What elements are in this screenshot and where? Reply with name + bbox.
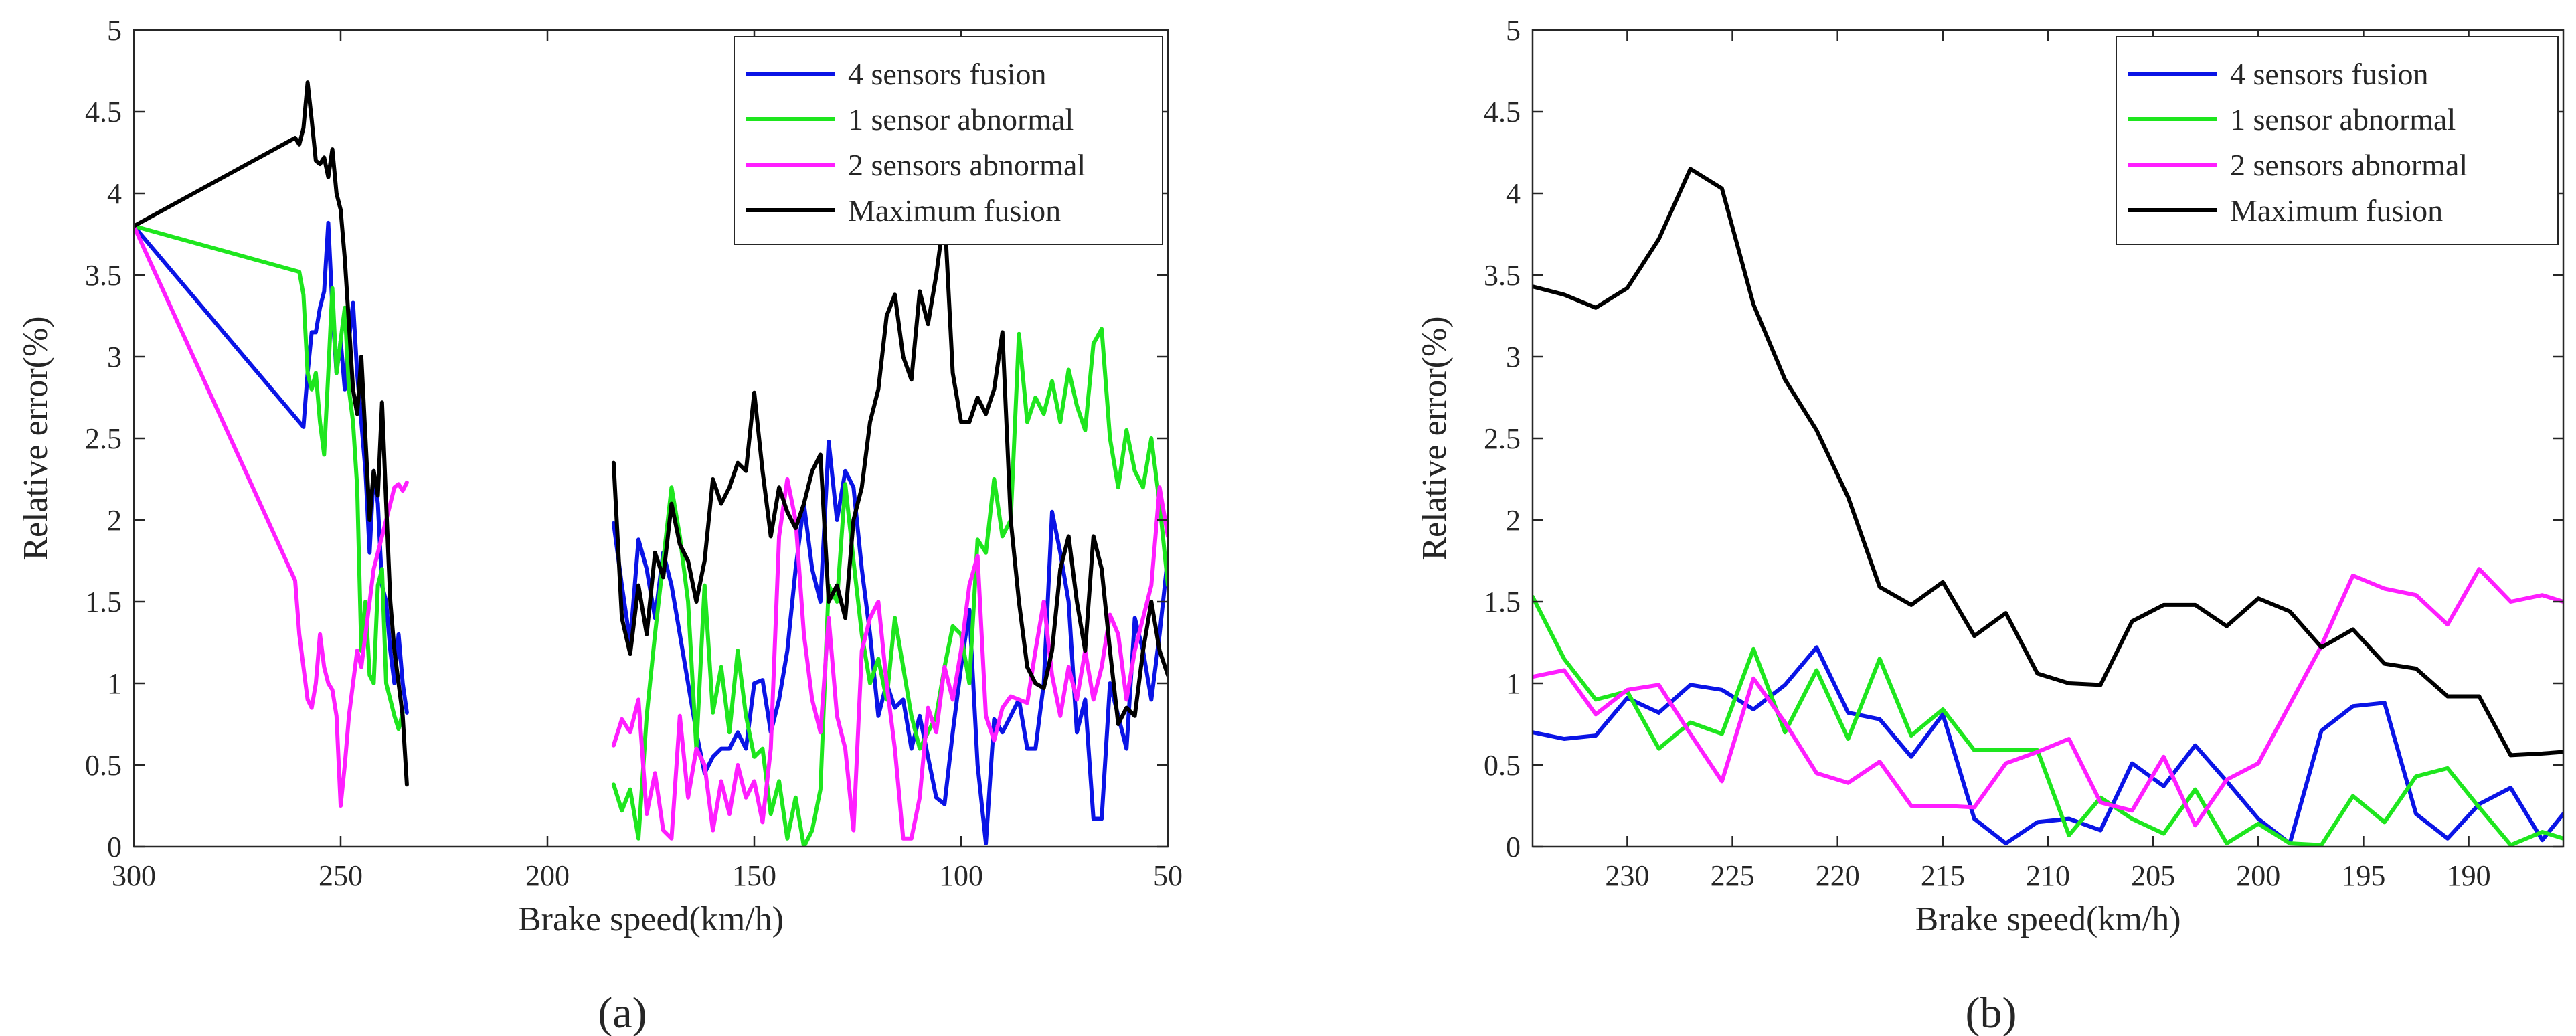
panel-b-xtick-label-1: 225 xyxy=(1711,859,1755,892)
panel-b-series-4-sensors-fusion-line-0 xyxy=(1533,645,2563,846)
panel-b-xtick-label-3: 215 xyxy=(1921,859,1965,892)
panel-b: 230 225 220 215 210 205 200 195 190 0 0.5 1 1.5 2 2.5 3… xyxy=(1415,14,2565,938)
panel-a-legend-label-2-sensors-abnormal: 2 sensors abnormal xyxy=(848,148,1086,182)
panel-b-ytick-label-9: 4.5 xyxy=(1484,96,1521,128)
panel-a-ytick-label-1: 0.5 xyxy=(85,749,122,782)
panel-b-series-2-sensors-abnormal-line-0 xyxy=(1533,567,2563,828)
panel-b-legend-label-maximum-fusion: Maximum fusion xyxy=(2230,193,2443,228)
panel-b-ytick-label-3: 1.5 xyxy=(1484,586,1521,618)
panel-b-series-maximum-fusion-line-0 xyxy=(1533,167,2563,758)
panel-b-ytick-label-1: 0.5 xyxy=(1484,749,1521,782)
panel-b-legend-label-1-sensor-abnormal: 1 sensor abnormal xyxy=(2230,102,2456,137)
panel-b-xtick-label-5: 205 xyxy=(2131,859,2175,892)
panel-a-ytick-label-10: 5 xyxy=(107,14,122,47)
panel-b-ytick-label-4: 2 xyxy=(1506,504,1521,537)
panel-a-ytick-label-6: 3 xyxy=(107,341,122,373)
panel-b-xtick-label-2: 220 xyxy=(1816,859,1860,892)
panel-a-xtick-label-2: 200 xyxy=(525,859,570,892)
panel-a-series-1-sensor-abnormal-line-0 xyxy=(134,224,405,731)
panel-a-xtick-label-4: 100 xyxy=(939,859,983,892)
panel-b-xtick-label-8: 190 xyxy=(2447,859,2491,892)
panel-a-series-1-sensor-abnormal-line-1 xyxy=(611,327,1168,847)
panel-a-ytick-label-4: 2 xyxy=(107,504,122,537)
panel-a-ytick-label-7: 3.5 xyxy=(85,259,122,292)
panel-b-legend-label-2-sensors-abnormal: 2 sensors abnormal xyxy=(2230,148,2468,182)
panel-label-b: (b) xyxy=(1966,988,2017,1036)
panel-a-xtick-label-0: 300 xyxy=(112,859,156,892)
panel-a-legend-label-4-sensors-fusion: 4 sensors fusion xyxy=(848,57,1046,91)
panel-b-xtick-label-7: 195 xyxy=(2341,859,2385,892)
panel-b-legend-label-4-sensors-fusion: 4 sensors fusion xyxy=(2230,57,2428,91)
panel-b-ytick-label-6: 3 xyxy=(1506,341,1521,373)
panel-b-xtick-label-4: 210 xyxy=(2026,859,2070,892)
panel-a-xtick-label-1: 250 xyxy=(319,859,363,892)
panel-a-series-4-sensors-fusion-line-0 xyxy=(134,220,409,715)
panel-b-ytick-label-5: 2.5 xyxy=(1484,422,1521,455)
panel-b-xlabel: Brake speed(km/h) xyxy=(1915,900,2180,938)
panel-a-ytick-label-3: 1.5 xyxy=(85,586,122,618)
panel-a-legend-label-maximum-fusion: Maximum fusion xyxy=(848,193,1061,228)
panel-a-ytick-label-0: 0 xyxy=(107,831,122,863)
panel-a-ytick-label-9: 4.5 xyxy=(85,96,122,128)
panel-a-ytick-label-2: 1 xyxy=(107,667,122,700)
panel-a-legend-label-1-sensor-abnormal: 1 sensor abnormal xyxy=(848,102,1074,137)
panel-b-series-1-sensor-abnormal-line-0 xyxy=(1533,594,2563,847)
panel-a-xtick-label-3: 150 xyxy=(732,859,776,892)
panel-a-xtick-label-5: 50 xyxy=(1153,859,1183,892)
panel-a-ylabel: Relative error(%) xyxy=(17,316,55,560)
panel-b-xtick-label-6: 200 xyxy=(2236,859,2280,892)
panel-a-series-maximum-fusion-line-1 xyxy=(611,211,1168,726)
panel-b-ylabel: Relative error(%) xyxy=(1415,316,1454,560)
panel-a-series-2-sensors-abnormal-line-1 xyxy=(611,477,1168,841)
panel-a-ytick-label-8: 4 xyxy=(107,177,122,210)
panel-b-ytick-label-0: 0 xyxy=(1506,831,1521,863)
panel-b-ytick-label-2: 1 xyxy=(1506,667,1521,700)
panel-a-ytick-label-5: 2.5 xyxy=(85,422,122,455)
panel-label-a: (a) xyxy=(598,988,647,1036)
panel-b-ytick-label-7: 3.5 xyxy=(1484,259,1521,292)
panel-a: 300 250 200 150 100 50 0 0.5 1 1.5 2 2.5 3 3.5 4 4.5 5 Br… xyxy=(17,14,1183,938)
panel-b-ytick-label-8: 4 xyxy=(1506,177,1521,210)
panel-a-xlabel: Brake speed(km/h) xyxy=(518,900,784,938)
panel-b-xtick-label-0: 230 xyxy=(1605,859,1649,892)
panel-b-ytick-label-10: 5 xyxy=(1506,14,1521,47)
panel-a-series-maximum-fusion-line-0 xyxy=(134,80,409,787)
